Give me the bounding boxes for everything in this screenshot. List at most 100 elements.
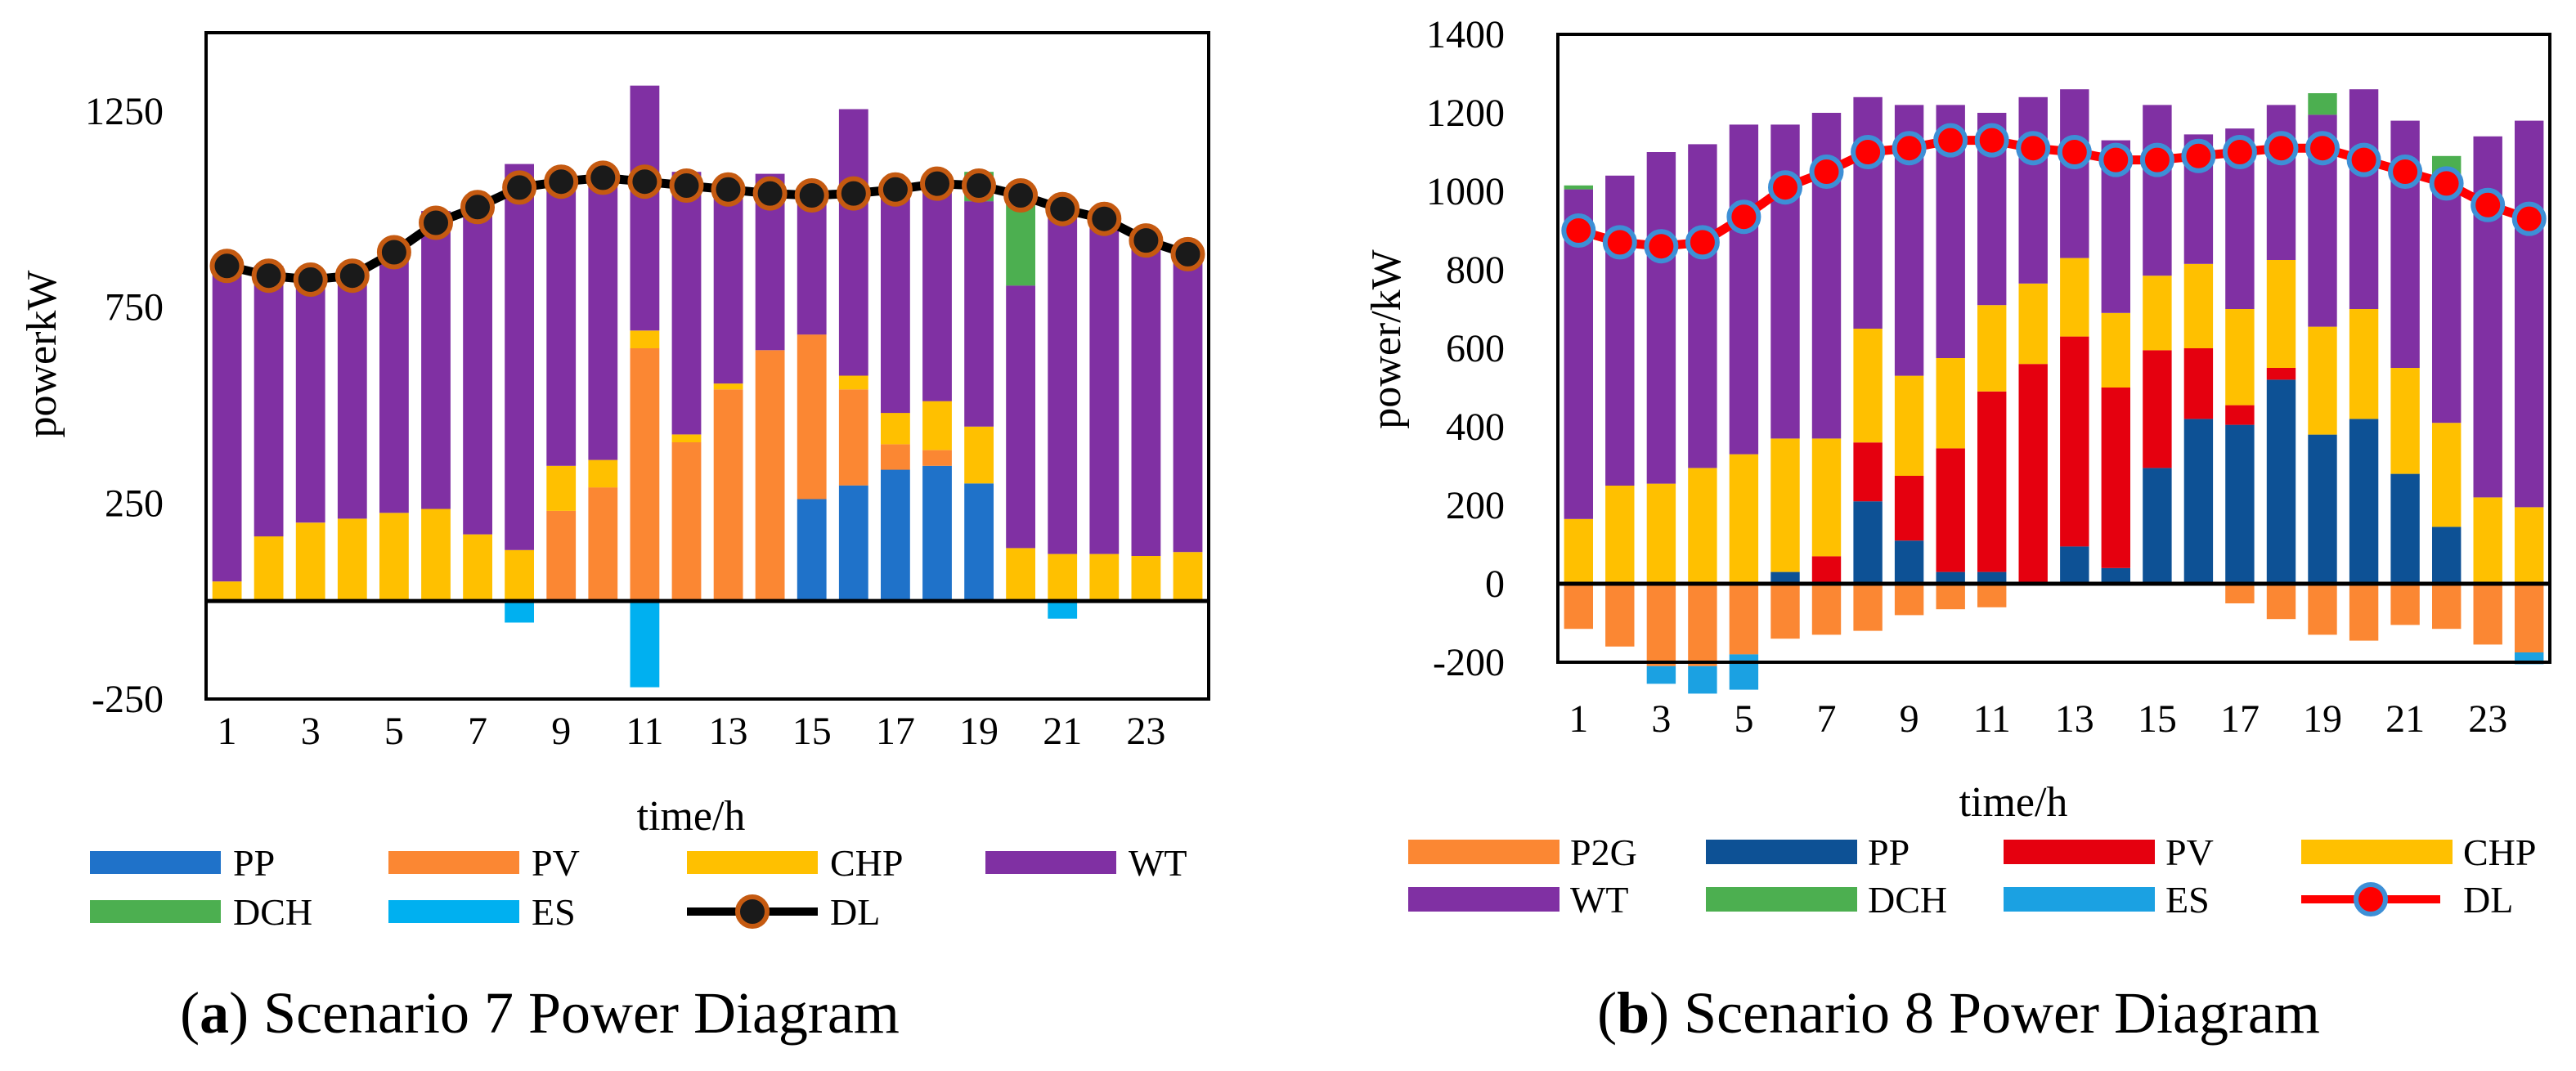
legend-swatch-b-dch: [1706, 887, 1857, 912]
y-tick-label-b: 400: [1446, 406, 1505, 449]
bar-a-chp-18: [922, 401, 952, 450]
bar-b-wt-8: [1853, 96, 1883, 329]
panel-b-y-axis-label: power/kW: [1363, 249, 1410, 428]
bar-b-p2g-24: [2515, 584, 2544, 652]
x-tick-label-b: 3: [1651, 697, 1671, 741]
panel-b-caption: (b) Scenario 8 Power Diagram: [1597, 980, 2320, 1046]
x-tick-label-b: 7: [1817, 697, 1837, 741]
dl-point-a-5: [376, 235, 411, 270]
dl-point-b-4: [1685, 225, 1720, 260]
panel-b-caption-text: Scenario 8 Power Diagram: [1684, 980, 2320, 1046]
legend-label-a-dl: DL: [830, 891, 880, 933]
bar-b-p2g-8: [1853, 584, 1883, 631]
bar-b-chp-14: [2101, 312, 2130, 388]
x-tick-label-b: 13: [2055, 697, 2094, 741]
bar-a-wt-4: [337, 270, 367, 519]
bar-b-wt-13: [2060, 89, 2089, 258]
x-tick-label-a: 11: [626, 710, 663, 753]
bar-a-wt-9: [546, 173, 577, 466]
bar-b-chp-7: [1811, 438, 1842, 557]
bar-b-wt-18: [2266, 105, 2296, 260]
y-tick-label-b: 200: [1446, 484, 1505, 527]
bar-b-pp-19: [2308, 434, 2337, 584]
bar-a-chp-22: [1089, 553, 1120, 602]
y-tick-label-b: -200: [1433, 641, 1505, 684]
bar-a-chp-19: [964, 426, 994, 484]
bar-b-chp-16: [2183, 263, 2214, 348]
bar-b-pp-18: [2266, 379, 2296, 584]
dl-point-a-6: [419, 205, 453, 240]
bar-b-pv-15: [2143, 350, 2172, 468]
bar-b-p2g-19: [2308, 584, 2337, 635]
bar-b-wt-24: [2515, 120, 2544, 508]
bar-a-wt-24: [1173, 250, 1203, 553]
dl-point-a-3: [293, 262, 328, 297]
bar-b-pp-17: [2225, 424, 2255, 584]
legend-label-a-wt: WT: [1129, 842, 1187, 884]
bar-b-chp-21: [2390, 368, 2420, 474]
plot-frame-b: [1556, 33, 2551, 664]
dl-point-b-16: [2181, 138, 2216, 173]
dl-point-a-24: [1170, 236, 1205, 271]
bar-a-pp-17: [881, 469, 910, 602]
legend-swatch-b-chp: [2301, 840, 2453, 864]
bar-a-pv-13: [713, 389, 743, 602]
bar-a-wt-21: [1048, 203, 1078, 554]
bar-a-wt-17: [881, 195, 910, 414]
bar-b-chp-18: [2266, 260, 2296, 368]
bar-a-wt-1: [212, 260, 242, 582]
dl-point-b-22: [2429, 166, 2464, 201]
legend-swatch-a-chp: [687, 851, 818, 874]
dl-point-a-1: [209, 249, 245, 284]
legend-swatch-b-pv: [2004, 840, 2155, 864]
bar-b-pp-9: [1894, 540, 1924, 584]
x-tick-label-b: 19: [2303, 697, 2342, 741]
x-tick-label-b: 21: [2385, 697, 2425, 741]
bar-a-dch-20: [1006, 199, 1035, 286]
dl-point-a-12: [669, 168, 704, 203]
bar-a-pv-16: [838, 389, 868, 486]
dl-point-a-15: [794, 178, 829, 213]
legend-marker-b-dl: [2354, 882, 2388, 916]
bar-b-pv-8: [1853, 442, 1883, 502]
dl-point-a-11: [627, 164, 662, 199]
bar-a-chp-9: [546, 465, 577, 511]
panel-b-chart: power/kW time/h -200 0 200 400 600 800 1000 120…: [1363, 13, 2551, 921]
legend-label-b-es: ES: [2165, 879, 2210, 921]
panel-a-caption: (a) Scenario 7 Power Diagram: [180, 980, 900, 1046]
dl-point-b-19: [2305, 131, 2340, 166]
dl-point-a-10: [586, 160, 621, 195]
bar-a-wt-2: [254, 266, 284, 537]
bar-a-pp-19: [964, 483, 994, 602]
bar-a-chp-13: [713, 383, 743, 390]
panel-a-caption-label: a: [200, 980, 229, 1046]
bar-a-wt-10: [588, 179, 618, 460]
bar-a-wt-13: [713, 191, 743, 384]
bar-b-chp-24: [2515, 507, 2544, 584]
legend-label-b-wt: WT: [1570, 879, 1629, 921]
bar-b-pp-15: [2143, 468, 2172, 584]
x-tick-label-a: 21: [1043, 710, 1082, 753]
panel-b-caption-label: b: [1617, 980, 1649, 1046]
bar-a-pv-10: [588, 487, 618, 602]
bar-b-chp-8: [1853, 329, 1883, 443]
bar-b-pv-10: [1936, 448, 1965, 572]
bar-b-p2g-22: [2432, 584, 2462, 630]
bar-b-chp-6: [1770, 438, 1800, 572]
legend-label-a-pp: PP: [233, 842, 275, 884]
y-tick-label-a: 1250: [85, 90, 164, 133]
bar-a-pv-17: [881, 444, 910, 470]
y-tick-label-a: -250: [92, 678, 164, 721]
bar-b-es-5: [1729, 654, 1759, 690]
x-tick-label-a: 17: [876, 710, 915, 753]
dl-point-a-20: [1003, 178, 1039, 213]
legend-label-b-chp: CHP: [2463, 831, 2536, 873]
bar-b-p2g-9: [1894, 584, 1924, 616]
panel-b-x-axis-label: time/h: [1959, 779, 2068, 826]
panel-a-x-axis-label: time/h: [637, 793, 746, 840]
x-tick-label-b: 11: [1973, 697, 2011, 741]
bar-b-chp-10: [1936, 358, 1965, 449]
bar-a-wt-3: [295, 280, 325, 523]
